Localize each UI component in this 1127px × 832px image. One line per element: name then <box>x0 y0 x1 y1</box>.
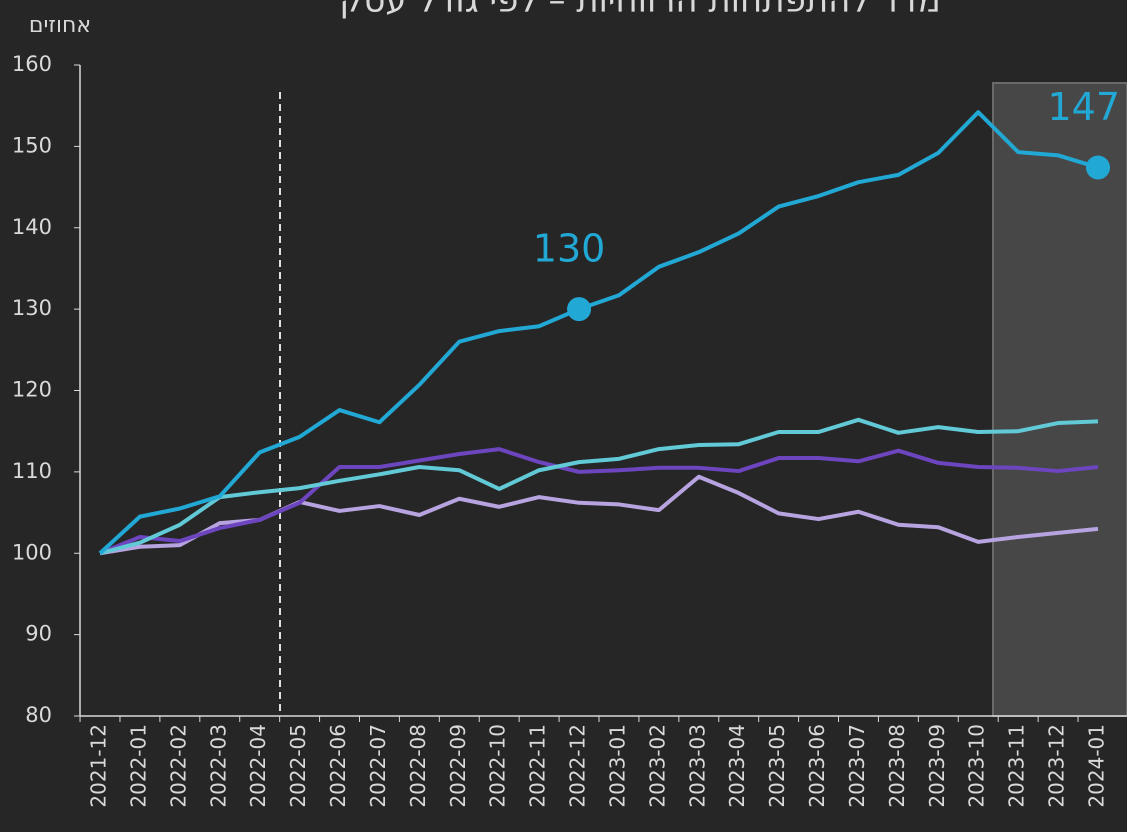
series-line <box>99 417 1099 556</box>
y-tick-label: 80 <box>25 703 52 727</box>
data-label: 147 <box>1047 85 1120 129</box>
series-line <box>99 447 1099 556</box>
series-line <box>98 110 1099 555</box>
x-tick-label: 2023-05 <box>765 724 789 808</box>
x-tick-label: 2022-02 <box>166 724 190 808</box>
x-tick-label: 2023-06 <box>805 724 829 808</box>
y-tick-label: 100 <box>12 540 52 564</box>
data-point <box>1086 155 1110 180</box>
data-point <box>567 297 592 322</box>
x-tick-label: 2022-08 <box>406 724 430 808</box>
x-tick-label: 2023-08 <box>885 724 909 808</box>
y-axis-label: אחוזים <box>29 13 91 38</box>
x-tick-label: 2023-10 <box>965 724 989 808</box>
x-tick-label: 2022-03 <box>206 724 230 808</box>
x-tick-label: 2021-12 <box>87 724 111 808</box>
x-tick-label: 2023-07 <box>845 724 869 808</box>
x-tick-label: 2023-11 <box>1005 724 1029 808</box>
chart-title: מדד להתפתחות הרווחיות – לפי גודל עסק <box>339 0 941 21</box>
x-tick-label: 2023-03 <box>685 724 709 808</box>
x-tick-label: 2023-09 <box>925 724 949 808</box>
x-tick-label: 2022-12 <box>566 724 590 808</box>
y-tick-label: 90 <box>25 622 52 646</box>
y-tick-label: 120 <box>12 378 52 402</box>
y-tick-label: 150 <box>12 133 52 157</box>
data-label: 130 <box>533 227 606 271</box>
x-tick-label: 2023-12 <box>1045 724 1069 808</box>
y-tick-label: 130 <box>12 296 52 320</box>
y-tick-label: 110 <box>12 459 52 483</box>
x-tick-label: 2023-02 <box>645 724 669 808</box>
x-tick-label: 2024-01 <box>1085 724 1109 808</box>
y-tick-label: 160 <box>12 52 52 76</box>
x-tick-label: 2022-04 <box>246 724 270 808</box>
x-tick-label: 2022-07 <box>366 724 390 808</box>
x-tick-label: 2023-01 <box>605 724 629 808</box>
series-line <box>99 474 1099 556</box>
y-tick-label: 140 <box>12 215 52 239</box>
highlight-region <box>992 82 1127 717</box>
x-tick-label: 2022-11 <box>526 724 550 808</box>
x-tick-label: 2022-06 <box>326 724 350 808</box>
x-tick-label: 2023-04 <box>725 724 749 808</box>
x-tick-label: 2022-05 <box>286 724 310 808</box>
x-tick-label: 2022-09 <box>446 724 470 808</box>
x-tick-label: 2022-10 <box>486 724 510 808</box>
x-tick-label: 2022-01 <box>126 724 150 808</box>
